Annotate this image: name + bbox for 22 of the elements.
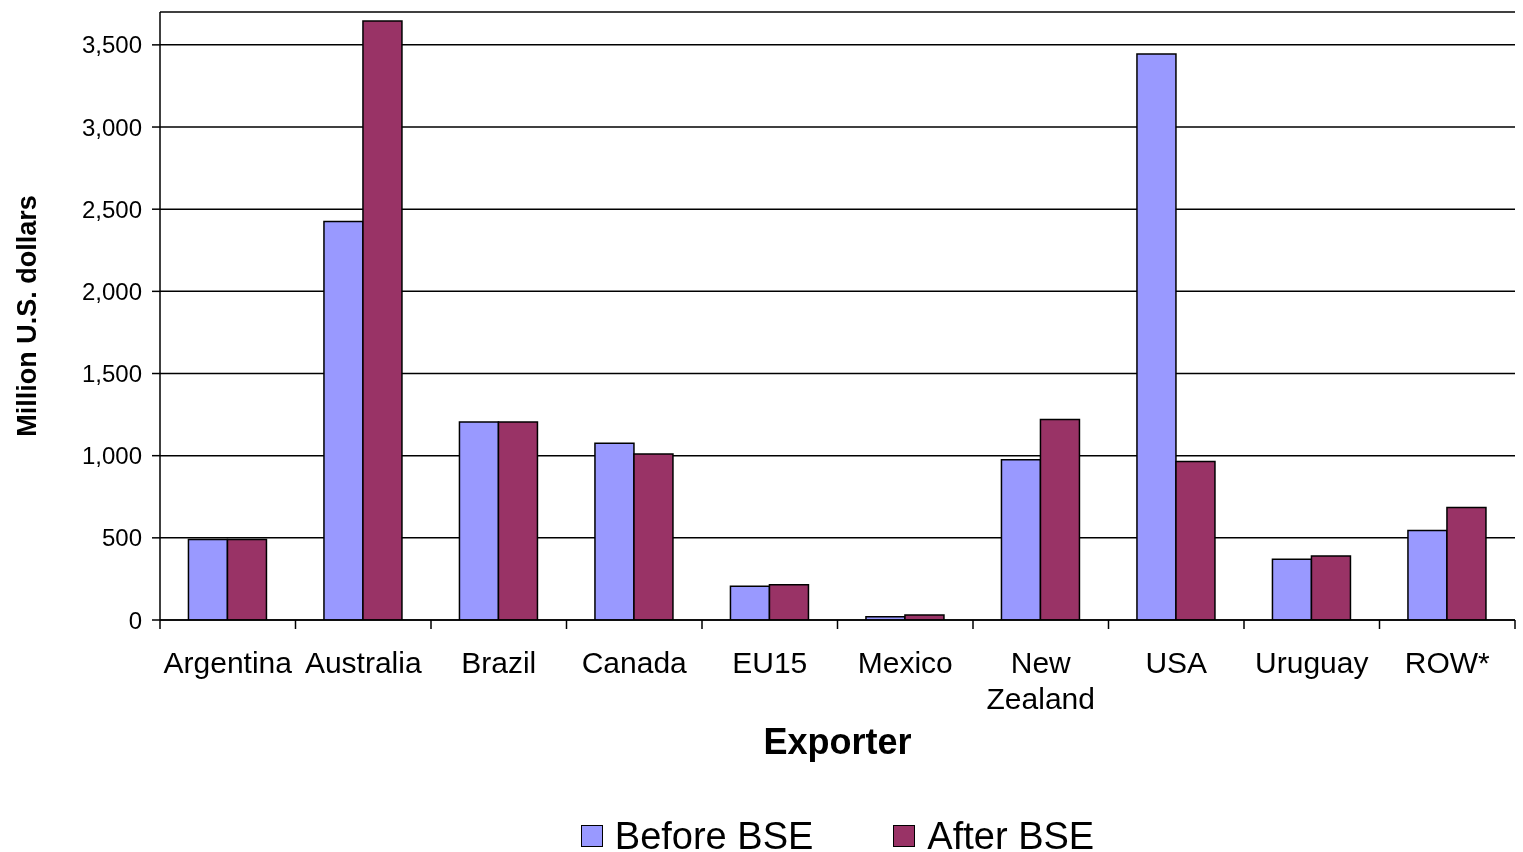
x-tick-label: Australia — [304, 645, 422, 679]
x-tick-label: ROW* — [1404, 645, 1491, 679]
x-tick-label: Argentina — [163, 645, 293, 679]
y-tick-label: 1,000 — [81, 442, 142, 470]
y-tick-label: 3,000 — [81, 113, 142, 141]
x-tick-label: USA — [1145, 645, 1208, 679]
x-axis-title: Exporter — [763, 720, 912, 762]
y-tick-label: 2,500 — [81, 195, 142, 223]
y-tick-label: 2,000 — [81, 277, 142, 305]
x-tick-label: Uruguay — [1255, 645, 1369, 679]
y-tick-label: 500 — [101, 524, 142, 552]
x-tick-label: EU15 — [732, 645, 808, 679]
legend-label: Before BSE — [614, 814, 814, 852]
x-tick-label: New Zealand — [986, 645, 1095, 715]
y-tick-label: 3,500 — [81, 31, 142, 59]
legend-label: After BSE — [927, 814, 1095, 852]
x-tick-label: Brazil — [461, 645, 537, 679]
x-tick-label: Mexico — [857, 645, 953, 679]
y-axis-title: Million U.S. dollars — [12, 195, 42, 437]
y-tick-label: 1,500 — [81, 360, 142, 388]
y-tick-label: 0 — [128, 606, 142, 634]
x-tick-label: Canada — [581, 645, 688, 679]
